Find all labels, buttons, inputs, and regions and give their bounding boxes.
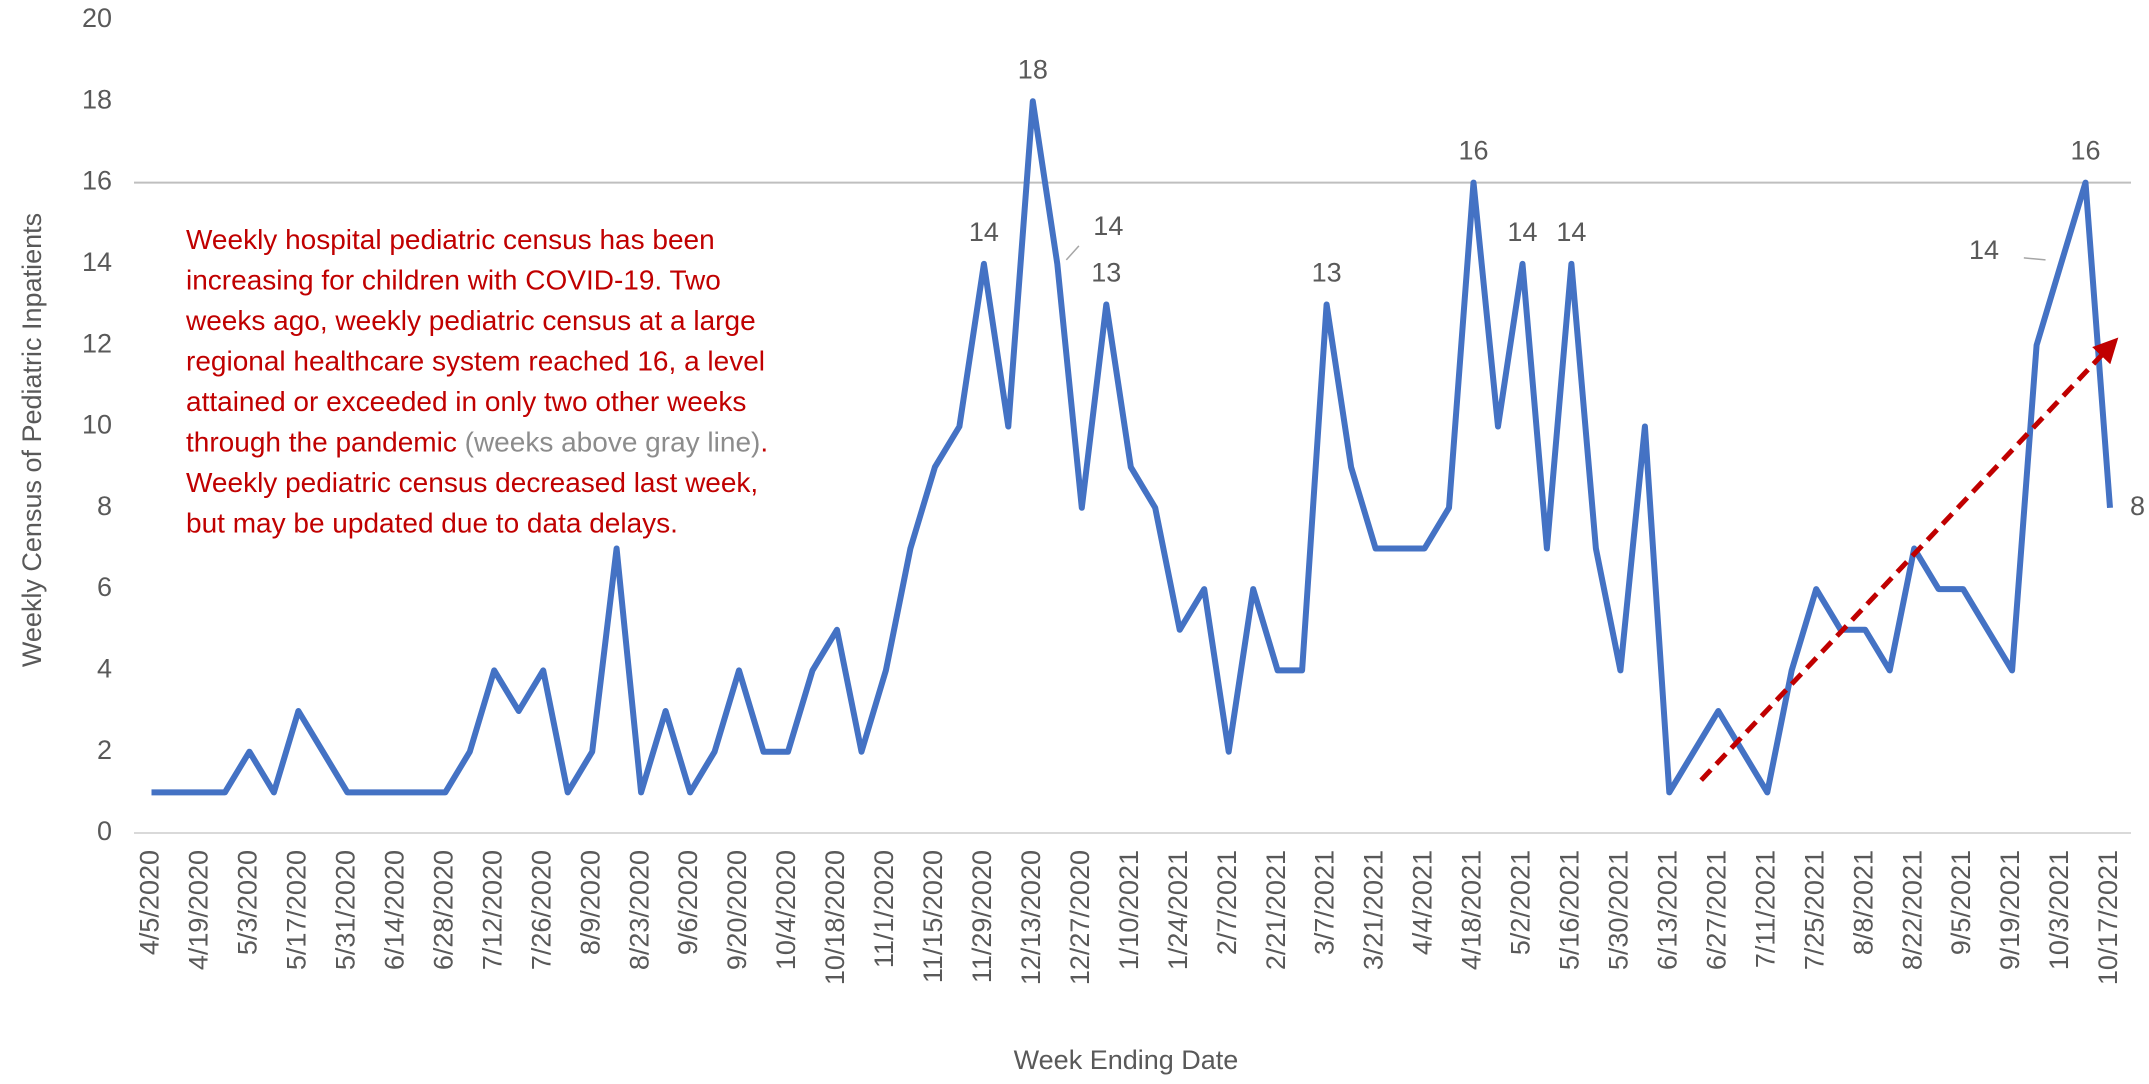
x-tick-label: 8/22/2021 xyxy=(1897,850,1927,970)
x-tick-label: 7/11/2021 xyxy=(1750,850,1780,968)
x-tick-label: 9/20/2020 xyxy=(722,850,752,970)
x-tick-label: 2/7/2021 xyxy=(1212,850,1242,955)
y-tick-label: 14 xyxy=(82,247,112,277)
data-line xyxy=(151,98,2113,796)
x-tick-label: 7/12/2020 xyxy=(477,850,507,970)
data-label: 16 xyxy=(2070,136,2100,166)
x-tick-label: 8/23/2020 xyxy=(624,850,654,970)
annotation-line: weeks ago, weekly pediatric census at a … xyxy=(185,305,756,336)
trend-arrow xyxy=(1699,337,2119,782)
x-tick-label: 6/27/2021 xyxy=(1701,850,1731,970)
x-tick-label: 9/19/2021 xyxy=(1995,850,2025,970)
x-tick-label: 1/24/2021 xyxy=(1163,850,1193,970)
x-tick-label: 5/30/2021 xyxy=(1604,850,1634,970)
data-label: 8 xyxy=(2130,491,2145,521)
annotation-line: attained or exceeded in only two other w… xyxy=(186,386,746,417)
x-tick-label: 4/19/2020 xyxy=(184,850,214,970)
x-tick-label: 4/4/2021 xyxy=(1408,850,1438,955)
x-tick-label: 4/5/2020 xyxy=(135,850,165,955)
annotation-text: . xyxy=(760,427,768,458)
annotation-text: regional healthcare system reached 16, a… xyxy=(186,346,765,377)
x-axis-title: Week Ending Date xyxy=(1014,1045,1239,1075)
data-label: 14 xyxy=(969,217,999,247)
data-label: 13 xyxy=(1091,258,1121,288)
x-tick-label: 10/17/2021 xyxy=(2093,850,2123,985)
y-tick-label: 10 xyxy=(82,410,112,440)
data-label: 13 xyxy=(1312,258,1342,288)
x-tick-label: 4/18/2021 xyxy=(1457,850,1487,970)
y-tick-label: 16 xyxy=(82,166,112,196)
x-tick-label: 10/18/2020 xyxy=(820,850,850,985)
annotation-line: regional healthcare system reached 16, a… xyxy=(186,346,765,377)
x-tick-label: 12/27/2020 xyxy=(1065,850,1095,985)
annotation-line: through the pandemic (weeks above gray l… xyxy=(186,427,768,458)
x-tick-label: 12/13/2020 xyxy=(1016,850,1046,985)
x-tick-label: 5/31/2020 xyxy=(330,850,360,970)
leader-line xyxy=(1065,245,1080,261)
x-tick-label: 6/28/2020 xyxy=(428,850,458,970)
data-label: 14 xyxy=(1093,211,1123,241)
x-tick-label: 11/1/2020 xyxy=(869,850,899,968)
y-tick-label: 18 xyxy=(82,84,112,114)
y-tick-label: 8 xyxy=(97,491,112,521)
y-tick-label: 6 xyxy=(97,572,112,602)
data-label: 14 xyxy=(1969,235,1999,265)
y-tick-label: 0 xyxy=(97,816,112,846)
x-tick-label: 3/7/2021 xyxy=(1310,850,1340,955)
x-tick-label: 6/13/2021 xyxy=(1652,850,1682,970)
x-tick-label: 9/6/2020 xyxy=(673,850,703,955)
annotation-text: through the pandemic xyxy=(186,427,465,458)
y-tick-label: 20 xyxy=(82,3,112,33)
x-tick-label: 5/16/2021 xyxy=(1555,850,1585,970)
x-tick-label: 11/15/2020 xyxy=(918,850,948,983)
x-tick-label: 9/5/2021 xyxy=(1946,850,1976,955)
x-tick-label: 10/4/2020 xyxy=(771,850,801,970)
leader-line xyxy=(2023,257,2046,261)
x-tick-label: 8/8/2021 xyxy=(1848,850,1878,955)
y-tick-label: 12 xyxy=(82,328,112,358)
annotation-text: Weekly hospital pediatric census has bee… xyxy=(186,224,715,255)
annotation-line: Weekly hospital pediatric census has bee… xyxy=(186,224,715,255)
x-tick-label: 6/14/2020 xyxy=(379,850,409,970)
x-tick-label: 7/26/2020 xyxy=(526,850,556,970)
annotation-text: (weeks above gray line) xyxy=(465,427,761,458)
y-tick-label: 2 xyxy=(97,735,112,765)
x-tick-label: 5/17/2020 xyxy=(282,850,312,970)
annotation-text: attained or exceeded in only two other w… xyxy=(186,386,746,417)
annotation-line: increasing for children with COVID-19. T… xyxy=(186,265,721,296)
annotation-line: Weekly pediatric census decreased last w… xyxy=(186,467,758,498)
x-tick-label: 2/21/2021 xyxy=(1261,850,1291,970)
y-tick-label: 4 xyxy=(97,654,112,684)
x-tick-label: 7/25/2021 xyxy=(1799,850,1829,970)
data-label: 14 xyxy=(1507,217,1537,247)
annotation-text: Weekly pediatric census decreased last w… xyxy=(186,467,758,498)
x-tick-label: 10/3/2021 xyxy=(2044,850,2074,970)
x-tick-label: 5/3/2020 xyxy=(233,850,263,955)
x-tick-label: 11/29/2020 xyxy=(967,850,997,983)
annotation-text: but may be updated due to data delays. xyxy=(186,508,678,539)
y-axis-title: Weekly Census of Pediatric Inpatients xyxy=(17,213,47,667)
data-label: 14 xyxy=(1556,217,1586,247)
data-label: 16 xyxy=(1458,136,1488,166)
x-tick-label: 1/10/2021 xyxy=(1114,850,1144,970)
x-tick-label: 3/21/2021 xyxy=(1359,850,1389,970)
data-label: 18 xyxy=(1018,54,1048,84)
annotation-text: weeks ago, weekly pediatric census at a … xyxy=(185,305,756,336)
annotation-line: but may be updated due to data delays. xyxy=(186,508,678,539)
annotation-text: increasing for children with COVID-19. T… xyxy=(186,265,721,296)
x-tick-label: 5/2/2021 xyxy=(1506,850,1536,955)
x-tick-label: 8/9/2020 xyxy=(575,850,605,955)
